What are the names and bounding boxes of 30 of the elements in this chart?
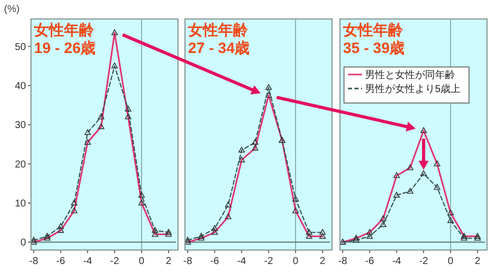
- x-tick-label: 0: [448, 256, 454, 267]
- legend-label: 男性と女性が同年齢: [365, 69, 455, 81]
- legend-label: 男性が女性より5歳上: [365, 83, 461, 95]
- y-tick-label: 10: [14, 198, 26, 210]
- x-tick-label: 2: [474, 256, 481, 267]
- y-tick-label: 0: [20, 238, 26, 249]
- x-tick-label: -6: [210, 256, 220, 267]
- x-tick-label: 0: [138, 256, 145, 267]
- x-tick-label: -6: [56, 256, 66, 267]
- x-tick-label: -4: [392, 256, 402, 267]
- y-tick-label: 50: [14, 42, 26, 53]
- x-tick-label: -8: [338, 256, 348, 267]
- x-tick-label: -8: [29, 256, 39, 267]
- y-tick-label: 30: [14, 120, 26, 132]
- x-tick-label: 0: [292, 256, 299, 267]
- y-tick-label: 40: [14, 81, 26, 92]
- x-tick-label: 2: [166, 256, 172, 267]
- x-tick-label: -8: [183, 256, 193, 267]
- y-axis-title: (%): [4, 4, 20, 15]
- x-tick-label: -2: [264, 256, 274, 267]
- x-tick-label: -4: [237, 256, 247, 267]
- x-tick-label: -6: [365, 256, 375, 267]
- x-tick-label: -2: [419, 256, 428, 267]
- y-tick-label: 20: [14, 159, 26, 170]
- x-tick-label: -2: [110, 256, 120, 267]
- text: 女性年齢 35 - 39歳: [342, 22, 405, 57]
- text: 女性年齢 19 - 26歳: [33, 22, 96, 57]
- text: 女性年齢 27 - 34歳: [187, 22, 250, 57]
- x-tick-label: 2: [320, 256, 326, 267]
- x-tick-label: -4: [83, 256, 93, 267]
